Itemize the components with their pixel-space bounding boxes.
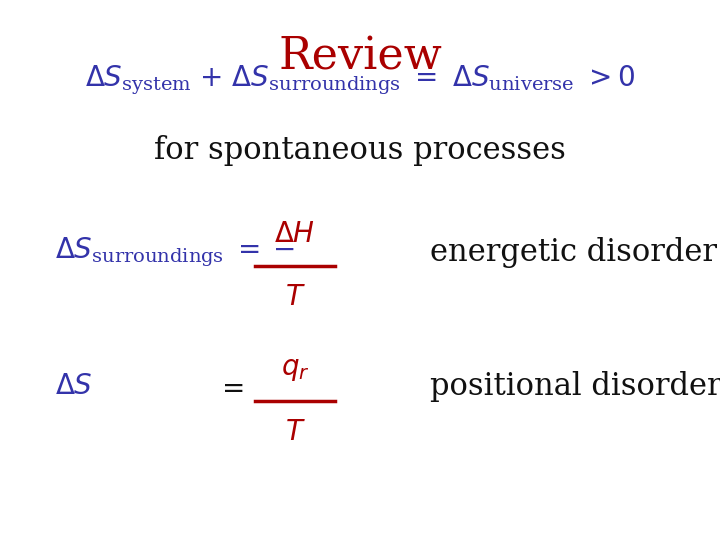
Text: positional disorder: positional disorder xyxy=(430,372,720,402)
Text: for spontaneous processes: for spontaneous processes xyxy=(154,134,566,165)
Text: $\Delta S_{\mathregular{system}}$ $+$ $\Delta S_{\mathregular{surroundings}}$ $=: $\Delta S_{\mathregular{system}}$ $+$ $\… xyxy=(85,63,635,97)
Text: $\Delta S_{\mathregular{surroundings}}$ $= -$: $\Delta S_{\mathregular{surroundings}}$ … xyxy=(55,235,294,269)
Text: $T$: $T$ xyxy=(284,284,305,311)
Text: $=$: $=$ xyxy=(216,374,244,401)
Text: Review: Review xyxy=(278,35,442,78)
Text: $\Delta H$: $\Delta H$ xyxy=(274,221,315,248)
Text: $T$: $T$ xyxy=(284,419,305,446)
Text: energetic disorder: energetic disorder xyxy=(430,237,717,267)
Text: $\Delta S$: $\Delta S$ xyxy=(55,374,93,401)
Text: $q_r$: $q_r$ xyxy=(281,356,310,383)
